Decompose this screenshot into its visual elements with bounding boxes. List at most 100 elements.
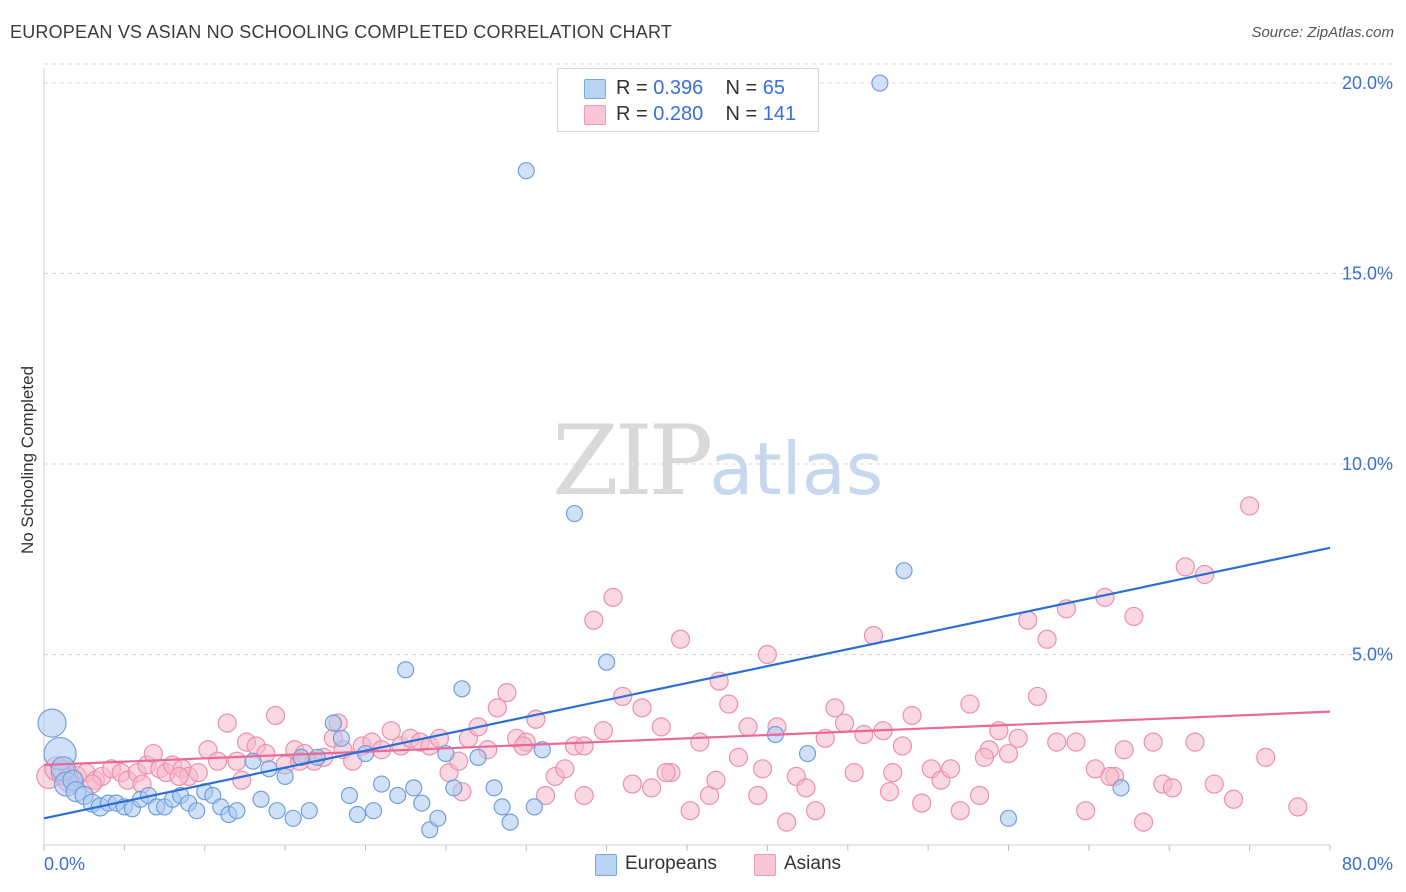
asians-point — [651, 717, 671, 737]
r-value-europeans: 0.396 — [653, 77, 704, 99]
europeans-point — [501, 813, 519, 831]
asians-point — [834, 713, 855, 733]
asians-point — [169, 766, 189, 787]
europeans-point — [405, 779, 423, 797]
asians-point — [748, 785, 768, 806]
asians-point — [883, 763, 903, 783]
r-label: R = — [616, 103, 648, 125]
asians-point — [1008, 728, 1028, 748]
asians-point — [1066, 732, 1086, 752]
asians-point — [1100, 766, 1120, 787]
asians-point — [622, 774, 642, 794]
legend-correlation: R = 0.396 N = 65 R = 0.280 N = 141 — [557, 68, 819, 132]
europeans-point — [1112, 779, 1130, 797]
europeans-point — [364, 802, 383, 820]
europeans-point — [798, 744, 817, 763]
europeans-point — [517, 162, 535, 180]
asians-point — [854, 724, 874, 745]
asians-point — [497, 683, 517, 703]
europeans-point — [37, 708, 67, 738]
asians-point — [188, 763, 208, 783]
asians-point — [777, 812, 797, 832]
asians-point — [1047, 732, 1067, 752]
asians-point — [1256, 747, 1276, 767]
asians-point — [969, 785, 990, 806]
asians-point — [1133, 812, 1154, 832]
asians-point — [912, 793, 932, 813]
asians-point — [805, 801, 826, 821]
europeans-point — [228, 802, 246, 820]
asians-point — [487, 698, 507, 718]
asians-point — [706, 770, 726, 790]
asians-point — [1288, 797, 1308, 817]
asians-point — [719, 694, 739, 714]
europeans-point — [389, 786, 407, 805]
watermark-atlas: atlas — [709, 427, 884, 511]
asians-point — [208, 751, 228, 771]
x-tick-label: 0.0% — [44, 854, 85, 874]
europeans-point — [565, 504, 584, 523]
asians-point — [950, 801, 970, 821]
n-value-asians: 141 — [762, 103, 797, 125]
asians-point — [381, 721, 401, 741]
europeans-point — [413, 794, 431, 812]
europeans-point — [252, 790, 270, 808]
asians-point — [690, 732, 710, 752]
chart-title: EUROPEAN VS ASIAN NO SCHOOLING COMPLETED… — [10, 22, 673, 42]
europeans-point — [300, 802, 318, 820]
asians-point — [844, 763, 864, 783]
asians-point — [998, 743, 1019, 764]
europeans-point — [525, 798, 543, 816]
y-tick-label: 15.0% — [1342, 264, 1393, 284]
asians-point — [1027, 686, 1048, 707]
europeans-swatch — [584, 79, 606, 99]
asians-point — [680, 801, 700, 821]
asians-point — [656, 763, 676, 783]
source-credit: Source: ZipAtlas.com — [1251, 24, 1394, 41]
asians-point — [1223, 789, 1244, 809]
asians-trendline — [43, 710, 1331, 767]
asians-point — [879, 782, 900, 802]
europeans-point — [895, 562, 913, 580]
asians-point — [902, 705, 922, 726]
asians-point — [265, 705, 286, 726]
europeans-trendline — [43, 546, 1331, 820]
asians-point — [429, 728, 450, 748]
asians-point — [535, 785, 556, 806]
asians-point — [1175, 557, 1195, 577]
europeans-point — [268, 802, 286, 820]
europeans-point — [999, 809, 1018, 827]
r-value-asians: 0.280 — [653, 103, 704, 125]
asians-point — [728, 747, 749, 767]
asians-point — [757, 644, 777, 665]
asians-point — [960, 694, 980, 714]
europeans-point — [469, 748, 487, 766]
europeans-point — [493, 798, 511, 816]
asians-point — [1204, 774, 1224, 794]
europeans-point — [324, 714, 342, 732]
r-label: R = — [616, 77, 648, 99]
legend-series: Europeans Asians — [0, 852, 1406, 878]
asians-point — [1185, 732, 1205, 752]
asians-point — [825, 698, 845, 718]
europeans-point — [445, 779, 463, 797]
asians-point — [892, 736, 913, 756]
y-tick-label: 20.0% — [1342, 73, 1393, 93]
watermark-zip: ZIP — [552, 405, 713, 517]
europeans-point — [372, 775, 391, 793]
asians-point — [632, 698, 652, 718]
asians-point — [974, 747, 994, 767]
legend-label-europeans: Europeans — [625, 853, 717, 874]
n-value-europeans: 65 — [762, 77, 786, 99]
n-label: N = — [725, 77, 758, 99]
europeans-point — [356, 744, 375, 763]
europeans-point — [340, 786, 359, 805]
europeans-legend-swatch — [595, 854, 617, 876]
europeans-point — [533, 741, 551, 759]
asians-point — [1076, 801, 1096, 821]
asians-point — [232, 770, 252, 790]
asians-point — [670, 629, 691, 649]
europeans-point — [284, 809, 302, 827]
asians-point — [1124, 606, 1144, 627]
